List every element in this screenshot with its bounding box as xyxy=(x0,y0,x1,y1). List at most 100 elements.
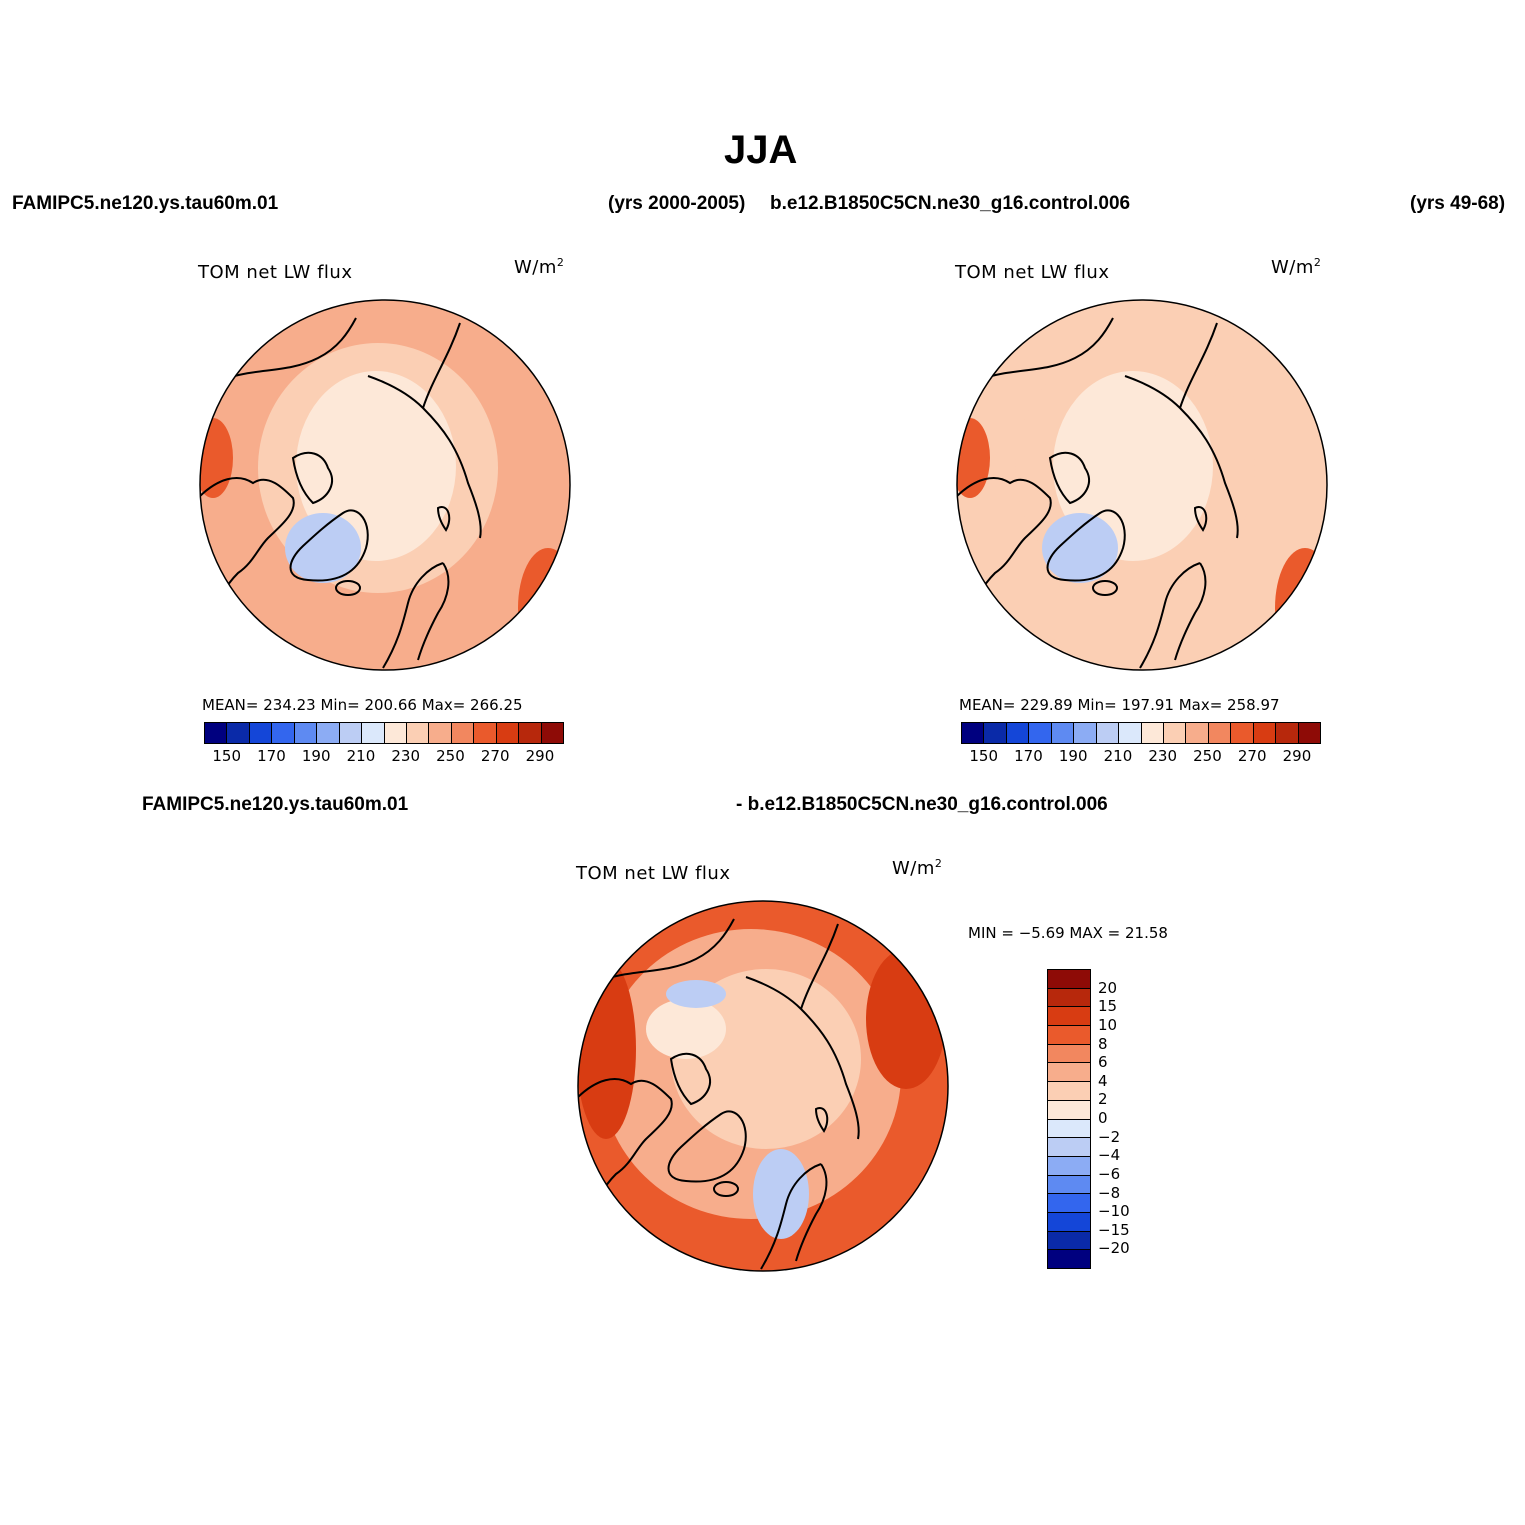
colorbar-swatch xyxy=(1006,723,1030,743)
colorbar-tick-label: 6 xyxy=(1098,1053,1108,1072)
panel1-colorbar xyxy=(204,722,564,744)
panel2-variable-label: TOM net LW flux xyxy=(955,262,1110,283)
panel2-units: W/m2 xyxy=(1271,256,1322,278)
colorbar-swatch xyxy=(1048,1082,1090,1101)
panel3-colorbar-ticks: 20 15 10 8 6 4 2 0 −2 −4 −6 −8 −10 −15 −20 xyxy=(1098,969,1158,1267)
colorbar-swatch xyxy=(1231,723,1254,743)
colorbar-tick-label: 2 xyxy=(1098,1090,1108,1109)
iceland-coastline xyxy=(713,1181,739,1197)
greenland-coastline xyxy=(1046,509,1126,582)
case1-years: (yrs 2000-2005) xyxy=(608,193,746,214)
field-region xyxy=(518,548,570,668)
colorbar-swatch xyxy=(1048,1250,1090,1268)
north-america-coastline xyxy=(200,477,295,619)
baltic-coastline xyxy=(417,562,450,661)
scandinavia-coastline xyxy=(1139,562,1201,669)
colorbar-swatch xyxy=(1048,1194,1090,1213)
colorbar-swatch xyxy=(1119,723,1142,743)
scandinavia-coastline xyxy=(382,562,444,669)
panel2-stats: MEAN= 229.89 Min= 197.91 Max= 258.97 xyxy=(959,696,1280,714)
colorbar-tick-label: 190 xyxy=(1058,747,1088,765)
colorbar-swatch xyxy=(339,723,363,743)
panel3-units: W/m2 xyxy=(892,857,943,879)
map-border xyxy=(199,299,571,671)
north-america-coastline xyxy=(957,477,1052,619)
alaska-coastline xyxy=(984,317,1114,379)
baltic-coastline xyxy=(795,1163,828,1262)
colorbar-tick-label: 0 xyxy=(1098,1109,1108,1127)
iceland-coastline xyxy=(1092,580,1118,596)
greenland-coastline xyxy=(667,1110,747,1183)
greenland-coastline xyxy=(289,509,369,582)
case2-name: b.e12.B1850C5CN.ne30_g16.control.006 xyxy=(770,193,1131,214)
colorbar-swatch xyxy=(984,723,1007,743)
colorbar-swatch xyxy=(1048,1044,1090,1064)
colorbar-swatch xyxy=(227,723,250,743)
colorbar-tick-label: 150 xyxy=(969,747,999,765)
chukotka-coastline xyxy=(422,322,461,409)
field-region xyxy=(578,959,636,1139)
colorbar-swatch xyxy=(249,723,273,743)
colorbar-swatch xyxy=(429,723,452,743)
colorbar-tick-label: −6 xyxy=(1098,1164,1121,1183)
colorbar-tick-label: 230 xyxy=(391,747,421,765)
colorbar-swatch xyxy=(1163,723,1187,743)
colorbar-tick-label: 230 xyxy=(1148,747,1178,765)
colorbar-tick-label: 210 xyxy=(1103,747,1133,765)
case2-years: (yrs 49-68) xyxy=(1410,193,1506,214)
colorbar-swatch xyxy=(1048,1231,1090,1251)
colorbar-tick-label: 270 xyxy=(1237,747,1267,765)
siberia-coastline xyxy=(745,976,860,1140)
colorbar-swatch xyxy=(1276,723,1299,743)
colorbar-swatch xyxy=(1298,723,1320,743)
field-region xyxy=(1053,371,1213,561)
colorbar-swatch xyxy=(1029,723,1052,743)
colorbar-swatch xyxy=(1048,970,1090,989)
colorbar-swatch xyxy=(1048,1100,1090,1120)
field-region xyxy=(753,1149,809,1239)
colorbar-swatch xyxy=(1253,723,1277,743)
colorbar-swatch xyxy=(1186,723,1209,743)
colorbar-tick-label: −8 xyxy=(1098,1183,1121,1202)
colorbar-swatch xyxy=(1096,723,1120,743)
north-america-coastline xyxy=(578,1078,673,1220)
colorbar-tick-label: 270 xyxy=(480,747,510,765)
baltic-coastline xyxy=(1174,562,1207,661)
colorbar-tick-label: 150 xyxy=(212,747,242,765)
colorbar-swatch xyxy=(1048,1138,1090,1157)
panel2-polar-map xyxy=(956,299,1328,671)
colorbar-swatch xyxy=(1051,723,1075,743)
scandinavia-coastline xyxy=(760,1163,822,1270)
colorbar-tick-label: 4 xyxy=(1098,1071,1108,1090)
siberia-coastline xyxy=(1124,375,1239,539)
field-region xyxy=(866,949,946,1089)
colorbar-tick-label: 20 xyxy=(1098,978,1118,997)
field-region xyxy=(1275,548,1327,668)
colorbar-tick-label: 250 xyxy=(436,747,465,765)
panel3-stats: MIN = −5.69 MAX = 21.58 xyxy=(968,924,1168,942)
colorbar-swatch xyxy=(406,723,430,743)
chukotka-coastline xyxy=(800,923,839,1010)
colorbar-tick-label: 8 xyxy=(1098,1034,1108,1053)
colorbar-tick-label: −2 xyxy=(1098,1127,1121,1146)
colorbar-swatch xyxy=(1141,723,1164,743)
arctic-archipelago-coastline xyxy=(1048,451,1090,505)
colorbar-swatch xyxy=(205,723,228,743)
colorbar-swatch xyxy=(294,723,318,743)
panel1-stats: MEAN= 234.23 Min= 200.66 Max= 266.25 xyxy=(202,696,523,714)
colorbar-swatch xyxy=(451,723,475,743)
colorbar-swatch xyxy=(1048,1212,1090,1232)
novaya-zemlya-coastline xyxy=(1193,506,1208,532)
colorbar-tick-label: 290 xyxy=(1282,747,1312,765)
arctic-archipelago-coastline xyxy=(669,1052,711,1106)
colorbar-swatch xyxy=(1048,1026,1090,1045)
panel2-colorbar xyxy=(961,722,1321,744)
chukotka-coastline xyxy=(1179,322,1218,409)
colorbar-swatch xyxy=(1048,1156,1090,1176)
colorbar-tick-label: −20 xyxy=(1098,1239,1130,1258)
field-region xyxy=(646,999,726,1059)
colorbar-swatch xyxy=(1048,1119,1090,1139)
panel1-units: W/m2 xyxy=(514,256,565,278)
colorbar-tick-label: 190 xyxy=(301,747,331,765)
iceland-coastline xyxy=(335,580,361,596)
